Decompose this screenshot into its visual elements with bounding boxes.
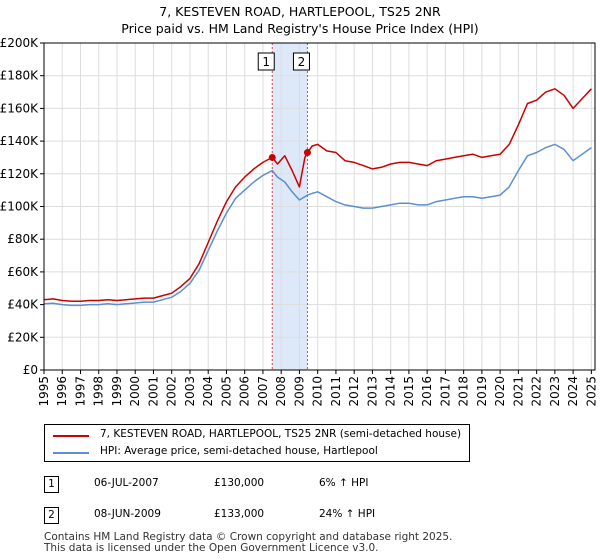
y-tick-label: £20K xyxy=(7,330,39,344)
y-tick-label: £140K xyxy=(0,134,39,148)
y-tick-label: £80K xyxy=(7,232,39,246)
legend-label-property: 7, KESTEVEN ROAD, HARTLEPOOL, TS25 2NR (… xyxy=(100,428,461,440)
x-tick-label: 2021 xyxy=(511,376,525,407)
sale-date: 06-JUL-2007 xyxy=(94,477,159,489)
sale-row-2: 2 08-JUN-2009 £133,000 24% ↑ HPI xyxy=(44,507,444,525)
x-tick-label: 2022 xyxy=(530,376,544,407)
x-tick-label: 2023 xyxy=(548,376,562,407)
y-tick-label: £200K xyxy=(0,36,39,50)
sale-price: £133,000 xyxy=(214,508,264,520)
y-tick-label: £100K xyxy=(0,200,39,214)
sale-label-2: 2 xyxy=(298,55,306,69)
x-tick-label: 2002 xyxy=(165,376,179,407)
x-tick-label: 2011 xyxy=(329,376,343,407)
x-tick-label: 1995 xyxy=(37,376,51,407)
x-tick-label: 2010 xyxy=(311,376,325,407)
x-tick-label: 2000 xyxy=(128,376,142,407)
x-tick-label: 2016 xyxy=(420,376,434,407)
sale-date: 08-JUN-2009 xyxy=(94,508,161,520)
sale-number-badge: 1 xyxy=(44,476,59,493)
x-tick-label: 2008 xyxy=(274,376,288,407)
x-tick-label: 1998 xyxy=(92,376,106,407)
x-tick-label: 1999 xyxy=(110,376,124,407)
x-tick-label: 2012 xyxy=(347,376,361,407)
x-tick-label: 2009 xyxy=(292,376,306,407)
x-tick-label: 2004 xyxy=(201,376,215,407)
legend-swatch-hpi xyxy=(53,452,89,454)
price-chart: 1 2 £0 £20K £40K £60K £80K £100K £120K £140K £160K… xyxy=(0,0,600,420)
x-tick-label: 2001 xyxy=(146,376,160,407)
footer-licence: This data is licensed under the Open Gov… xyxy=(44,542,379,554)
x-tick-label: 1997 xyxy=(73,376,87,407)
sale-number-badge: 2 xyxy=(44,507,59,524)
x-tick-label: 2013 xyxy=(365,376,379,407)
x-tick-label: 1996 xyxy=(55,376,69,407)
legend-swatch-property xyxy=(53,435,89,437)
x-tick-label: 2020 xyxy=(493,376,507,407)
y-tick-label: £60K xyxy=(7,265,39,279)
sale-hpi-change: 24% ↑ HPI xyxy=(319,508,375,520)
x-tick-label: 2005 xyxy=(219,376,233,407)
y-tick-label: £160K xyxy=(0,101,39,115)
sale-price: £130,000 xyxy=(214,477,264,489)
y-tick-label: £180K xyxy=(0,69,39,83)
y-tick-label: £40K xyxy=(7,298,39,312)
x-tick-label: 2014 xyxy=(384,376,398,407)
legend-item-property: 7, KESTEVEN ROAD, HARTLEPOOL, TS25 2NR (… xyxy=(45,428,465,444)
x-tick-label: 2006 xyxy=(238,376,252,407)
x-tick-label: 2007 xyxy=(256,376,270,407)
sale-point-2 xyxy=(304,149,311,156)
x-tick-label: 2015 xyxy=(402,376,416,407)
y-tick-label: £0 xyxy=(23,363,38,377)
sale-label-1: 1 xyxy=(262,55,270,69)
legend-item-hpi: HPI: Average price, semi-detached house,… xyxy=(45,445,465,461)
x-tick-label: 2019 xyxy=(475,376,489,407)
sale-hpi-change: 6% ↑ HPI xyxy=(319,477,368,489)
chart-legend: 7, KESTEVEN ROAD, HARTLEPOOL, TS25 2NR (… xyxy=(44,424,470,462)
x-tick-label: 2017 xyxy=(438,376,452,407)
x-tick-label: 2018 xyxy=(457,376,471,407)
sale-point-1 xyxy=(269,154,276,161)
x-tick-label: 2003 xyxy=(183,376,197,407)
legend-label-hpi: HPI: Average price, semi-detached house,… xyxy=(100,445,378,457)
sale-row-1: 1 06-JUL-2007 £130,000 6% ↑ HPI xyxy=(44,476,444,494)
x-tick-label: 2024 xyxy=(566,376,580,407)
y-tick-label: £120K xyxy=(0,167,39,181)
x-tick-label: 2025 xyxy=(584,376,598,407)
